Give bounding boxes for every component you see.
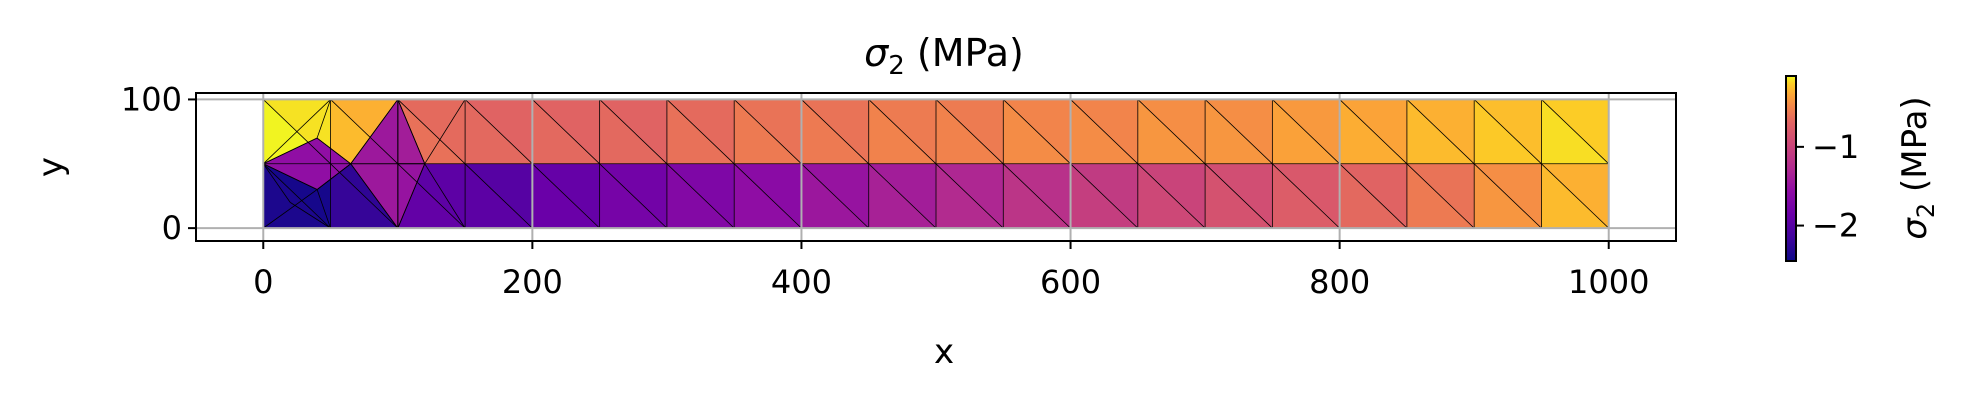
y-tick-label-1: 100 bbox=[121, 80, 182, 118]
colorbar-tick-label-0: −1 bbox=[1812, 128, 1859, 166]
mesh-edge-diag-38 bbox=[1541, 163, 1610, 229]
mesh-edge-diag-34 bbox=[1406, 163, 1475, 229]
mesh-edge-diag-6 bbox=[464, 163, 533, 229]
mesh-edge-diag-5 bbox=[397, 99, 466, 165]
mesh-edge-extra-4 bbox=[350, 99, 399, 165]
x-axis-label: x bbox=[934, 332, 954, 372]
x-axis-ticks: 0 200 400 600 800 1000 bbox=[253, 241, 1649, 301]
title-symbol: σ bbox=[864, 31, 890, 75]
mesh-edge-diag-32 bbox=[1339, 163, 1408, 229]
x-tick-label-1: 200 bbox=[502, 263, 563, 301]
mesh-edge-diag-21 bbox=[935, 99, 1004, 165]
mesh-edge-diag-12 bbox=[666, 163, 735, 229]
mesh-edge-diag-10 bbox=[599, 163, 668, 229]
mesh-edge-diag-37 bbox=[1473, 99, 1542, 165]
mesh-edge-extra-2 bbox=[316, 99, 331, 139]
mesh-edge-diag-31 bbox=[1272, 99, 1340, 165]
mesh-edge-extra-10 bbox=[350, 163, 399, 229]
mesh-edge-diag-20 bbox=[935, 163, 1004, 229]
mesh-edge-extra-0 bbox=[262, 99, 331, 165]
mesh-edge-diag-15 bbox=[733, 99, 802, 165]
mesh-edge-extra-7 bbox=[263, 189, 318, 229]
title-subscript: 2 bbox=[888, 51, 905, 81]
colorbar: −1 −2 σ2 (MPa) bbox=[1785, 75, 1940, 262]
grid-lines-layer bbox=[196, 93, 1676, 241]
mesh-edge-extra-3 bbox=[316, 137, 351, 165]
x-tick-label-5: 1000 bbox=[1568, 263, 1649, 301]
plot-area: 0 200 400 600 800 1000 0 100 bbox=[121, 80, 1677, 301]
mesh-edge-diag-36 bbox=[1473, 163, 1542, 229]
mesh-edge-diag-18 bbox=[868, 163, 937, 229]
mesh-edge-diag-17 bbox=[801, 99, 870, 165]
mesh-edge-extra-13 bbox=[397, 163, 426, 229]
mesh-edge-extra-14 bbox=[397, 99, 426, 164]
mesh-edge-diag-35 bbox=[1406, 99, 1475, 165]
mesh-edge-diag-39 bbox=[1541, 99, 1610, 165]
plot-frame bbox=[195, 92, 1677, 242]
y-axis-ticks: 0 100 bbox=[121, 80, 196, 247]
mesh-edge-diag-24 bbox=[1070, 163, 1139, 229]
mesh-edge-diag-19 bbox=[868, 99, 937, 165]
colorbar-tick-label-1: −2 bbox=[1812, 207, 1859, 245]
title-units: (MPa) bbox=[905, 31, 1024, 75]
mesh-edge-diag-11 bbox=[599, 99, 668, 165]
mesh-edge-diag-3 bbox=[330, 99, 399, 165]
y-tick-label-0: 0 bbox=[162, 209, 182, 247]
mesh-edge-diag-23 bbox=[1002, 99, 1071, 165]
x-tick-label-4: 800 bbox=[1309, 263, 1370, 301]
mesh-edge-diag-4 bbox=[397, 163, 466, 229]
mesh-edge-diag-30 bbox=[1272, 163, 1340, 229]
chart-title: σ2 (MPa) bbox=[864, 31, 1024, 81]
mesh-edge-extra-8 bbox=[316, 189, 331, 229]
mesh-edge-diag-0 bbox=[262, 163, 331, 229]
mesh-edge-extra-11 bbox=[262, 163, 291, 203]
colorbar-label-units: (MPa) bbox=[1895, 96, 1935, 202]
mesh-edge-extra-17 bbox=[424, 163, 466, 229]
mesh-edge-extra-12 bbox=[289, 202, 331, 229]
colorbar-ticks: −1 −2 bbox=[1796, 128, 1859, 245]
mesh-edge-diag-26 bbox=[1137, 163, 1206, 229]
mesh-edge-extra-1 bbox=[263, 137, 318, 165]
x-tick-label-3: 600 bbox=[1040, 263, 1101, 301]
mesh-edge-extra-16 bbox=[424, 99, 466, 164]
mesh-edge-diag-22 bbox=[1002, 163, 1071, 229]
y-axis-label: y bbox=[31, 157, 71, 177]
mesh-edge-diag-27 bbox=[1137, 99, 1206, 165]
mesh-edge-diag-33 bbox=[1339, 99, 1408, 165]
mesh-edge-extra-6 bbox=[263, 163, 318, 190]
mesh-edge-diag-7 bbox=[464, 99, 533, 165]
mesh-edge-diag-13 bbox=[666, 99, 735, 165]
mesh-edge-diag-28 bbox=[1204, 163, 1273, 229]
mesh-edge-diag-29 bbox=[1204, 99, 1273, 165]
mesh-edge-diag-9 bbox=[532, 99, 600, 165]
mesh-edge-diag-16 bbox=[801, 163, 870, 229]
colorbar-label-symbol: σ bbox=[1895, 217, 1935, 240]
x-tick-label-0: 0 bbox=[253, 263, 273, 301]
x-tick-label-2: 400 bbox=[771, 263, 832, 301]
colorbar-gradient bbox=[1785, 75, 1797, 262]
mesh-edge-diag-8 bbox=[532, 163, 600, 229]
mesh-edge-diag-25 bbox=[1070, 99, 1139, 165]
mesh-edge-extra-9 bbox=[316, 163, 351, 190]
mesh-edge-diag-2 bbox=[330, 163, 399, 229]
mesh-lines-layer bbox=[262, 99, 1610, 229]
colorbar-label-subscript: 2 bbox=[1912, 203, 1940, 218]
colorbar-label: σ2 (MPa) bbox=[1895, 96, 1940, 239]
mesh-edge-diag-14 bbox=[733, 163, 802, 229]
